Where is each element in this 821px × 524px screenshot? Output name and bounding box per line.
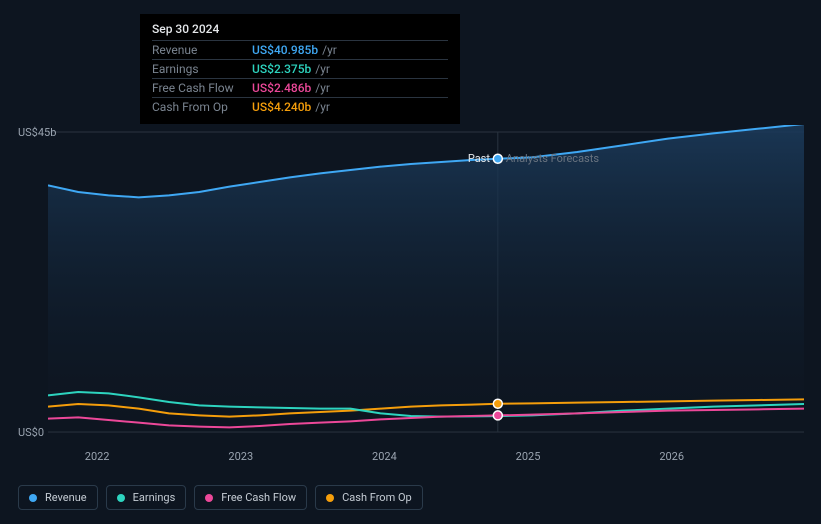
legend-dot (326, 494, 334, 502)
legend-dot (205, 494, 213, 502)
x-axis-tick: 2025 (516, 450, 541, 463)
legend-item[interactable]: Earnings (106, 485, 187, 510)
legend-label: Cash From Op (342, 491, 412, 504)
tooltip-unit: /yr (315, 62, 330, 76)
tooltip-row: RevenueUS$40.985b/yr (152, 40, 448, 59)
chart-area: Past Analysts Forecasts US$45b US$0 (18, 125, 804, 443)
x-axis-tick: 2024 (372, 450, 397, 463)
tooltip-body: RevenueUS$40.985b/yrEarningsUS$2.375b/yr… (152, 40, 448, 116)
x-axis-tick: 2023 (228, 450, 253, 463)
legend: Revenue Earnings Free Cash Flow Cash From O… (18, 485, 423, 510)
tooltip-unit: /yr (322, 43, 337, 57)
x-axis-tick: 2022 (85, 450, 110, 463)
tooltip-unit: /yr (315, 81, 330, 95)
tooltip-label: Earnings (152, 62, 252, 76)
tooltip-value: US$40.985b (252, 43, 318, 57)
hover-tooltip: Sep 30 2024 RevenueUS$40.985b/yrEarnings… (140, 14, 460, 124)
tooltip-label: Revenue (152, 43, 252, 57)
tooltip-value: US$2.486b (252, 81, 311, 95)
tooltip-unit: /yr (315, 100, 330, 114)
legend-label: Free Cash Flow (221, 491, 296, 504)
tooltip-label: Free Cash Flow (152, 81, 252, 95)
y-axis-label: US$0 (18, 426, 44, 439)
x-axis-tick: 2026 (659, 450, 684, 463)
legend-label: Earnings (133, 491, 176, 504)
chart-svg (48, 125, 804, 443)
forecast-label: Analysts Forecasts (506, 152, 599, 165)
legend-dot (117, 494, 125, 502)
tooltip-value: US$4.240b (252, 100, 311, 114)
tooltip-row: Free Cash FlowUS$2.486b/yr (152, 78, 448, 97)
tooltip-row: Cash From OpUS$4.240b/yr (152, 97, 448, 116)
tooltip-value: US$2.375b (252, 62, 311, 76)
past-label: Past (468, 152, 490, 165)
y-axis-label: US$45b (18, 126, 56, 139)
legend-item[interactable]: Revenue (18, 485, 98, 510)
tooltip-row: EarningsUS$2.375b/yr (152, 59, 448, 78)
tooltip-date: Sep 30 2024 (152, 22, 448, 36)
legend-item[interactable]: Cash From Op (315, 485, 423, 510)
legend-item[interactable]: Free Cash Flow (194, 485, 307, 510)
legend-dot (29, 494, 37, 502)
legend-label: Revenue (45, 491, 87, 504)
tooltip-label: Cash From Op (152, 100, 252, 114)
chart-plot[interactable]: Past Analysts Forecasts (48, 125, 804, 443)
x-axis: 2022 2023 2024 2025 2026 (48, 450, 804, 470)
